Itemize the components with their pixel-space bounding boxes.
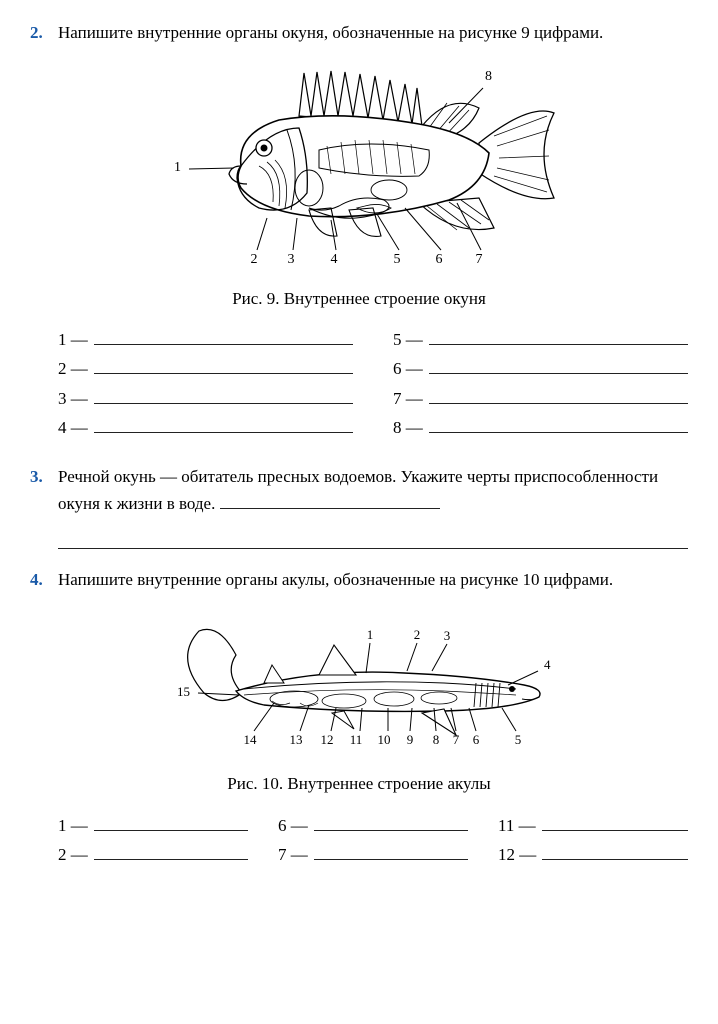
q4-answers-c3: 11 — 12 —	[498, 809, 688, 869]
fig10-label-12: 12	[321, 732, 334, 747]
answer-label: 7 —	[278, 842, 314, 868]
q2-answers-right: 5 — 6 — 7 — 8 —	[393, 324, 688, 443]
figure-10-caption: Рис. 10. Внутреннее строение акулы	[30, 771, 688, 797]
figure-10-shark: 1 2 3 4 5 6 7 8 9 10 11 12 13 14 15	[30, 613, 688, 766]
fig10-label-4: 4	[544, 657, 551, 672]
figure-9-caption: Рис. 9. Внутреннее строение окуня	[30, 286, 688, 312]
question-number: 2.	[30, 20, 58, 46]
question-number: 4.	[30, 567, 58, 593]
answer-label: 6 —	[393, 356, 429, 382]
fig9-label-5: 5	[394, 252, 401, 267]
answer-blank[interactable]	[220, 490, 440, 509]
answer-blank[interactable]	[94, 840, 248, 860]
fig9-label-3: 3	[288, 252, 295, 267]
answer-line: 12 —	[498, 840, 688, 867]
answer-label: 2 —	[58, 842, 94, 868]
answer-blank[interactable]	[542, 811, 688, 831]
question-text: Напишите внутренние органы окуня, обозна…	[58, 20, 688, 46]
answer-line: 7 —	[393, 384, 688, 411]
q2-answers-left: 1 — 2 — 3 — 4 —	[58, 324, 353, 443]
answer-line: 1 —	[58, 811, 248, 838]
answer-label: 12 —	[498, 842, 542, 868]
answer-line: 5 —	[393, 326, 688, 353]
fig10-label-10: 10	[378, 732, 391, 747]
fig9-label-2: 2	[251, 252, 258, 267]
fig9-label-1: 1	[174, 160, 181, 175]
answer-line: 11 —	[498, 811, 688, 838]
answer-line: 6 —	[393, 355, 688, 382]
fig10-label-5: 5	[515, 732, 522, 747]
fig10-label-6: 6	[473, 732, 480, 747]
answer-blank[interactable]	[429, 355, 688, 375]
question-number: 3.	[30, 464, 58, 516]
answer-label: 1 —	[58, 813, 94, 839]
answer-line: 8 —	[393, 413, 688, 440]
answer-label: 1 —	[58, 327, 94, 353]
fig10-label-13: 13	[290, 732, 303, 747]
answer-blank[interactable]	[94, 355, 353, 375]
answer-blank[interactable]	[94, 811, 248, 831]
answer-blank[interactable]	[429, 384, 688, 404]
question-3: 3. Речной окунь — обитатель пресных водо…	[30, 464, 688, 516]
fig10-label-8: 8	[433, 732, 440, 747]
fig9-label-6: 6	[436, 252, 443, 267]
answer-label: 4 —	[58, 415, 94, 441]
q2-answer-block: 1 — 2 — 3 — 4 — 5 — 6 — 7 — 8 —	[30, 324, 688, 443]
shark-anatomy-svg: 1 2 3 4 5 6 7 8 9 10 11 12 13 14 15	[144, 613, 574, 758]
answer-label: 5 —	[393, 327, 429, 353]
answer-blank[interactable]	[314, 811, 468, 831]
answer-label: 7 —	[393, 386, 429, 412]
q4-answers-c2: 6 — 7 —	[278, 809, 468, 869]
answer-line: 2 —	[58, 355, 353, 382]
fig10-label-2: 2	[414, 627, 421, 642]
answer-label: 3 —	[58, 386, 94, 412]
answer-line: 3 —	[58, 384, 353, 411]
perch-anatomy-svg: 1 2 3 4 5 6 7 8	[159, 58, 559, 273]
answer-blank[interactable]	[542, 840, 688, 860]
answer-line: 6 —	[278, 811, 468, 838]
answer-label: 2 —	[58, 356, 94, 382]
question-text: Напишите внутренние органы акулы, обозна…	[58, 567, 688, 593]
figure-9-perch: 1 2 3 4 5 6 7 8	[30, 58, 688, 281]
question-2: 2. Напишите внутренние органы окуня, обо…	[30, 20, 688, 46]
answer-line: 1 —	[58, 326, 353, 353]
answer-label: 11 —	[498, 813, 542, 839]
answer-blank[interactable]	[94, 413, 353, 433]
fig10-label-15: 15	[177, 684, 190, 699]
question-text: Речной окунь — обитатель пресных водоемо…	[58, 464, 688, 516]
answer-line: 4 —	[58, 413, 353, 440]
answer-line: 2 —	[58, 840, 248, 867]
answer-label: 8 —	[393, 415, 429, 441]
fig10-label-1: 1	[367, 627, 374, 642]
answer-blank[interactable]	[94, 326, 353, 346]
fig9-label-8: 8	[485, 69, 492, 84]
fig10-label-7: 7	[453, 732, 460, 747]
answer-blank[interactable]	[429, 413, 688, 433]
fig10-label-11: 11	[350, 732, 363, 747]
q4-answers-c1: 1 — 2 —	[58, 809, 248, 869]
answer-label: 6 —	[278, 813, 314, 839]
fig9-label-7: 7	[476, 252, 483, 267]
fig10-label-14: 14	[244, 732, 258, 747]
q4-answer-block: 1 — 2 — 6 — 7 — 11 — 12 —	[30, 809, 688, 869]
fig10-label-3: 3	[444, 628, 451, 643]
answer-blank-line[interactable]	[58, 528, 688, 549]
answer-blank[interactable]	[94, 384, 353, 404]
answer-blank[interactable]	[314, 840, 468, 860]
fig10-label-9: 9	[407, 732, 414, 747]
question-4: 4. Напишите внутренние органы акулы, обо…	[30, 567, 688, 593]
answer-blank[interactable]	[429, 326, 688, 346]
answer-line: 7 —	[278, 840, 468, 867]
fig9-label-4: 4	[331, 252, 338, 267]
